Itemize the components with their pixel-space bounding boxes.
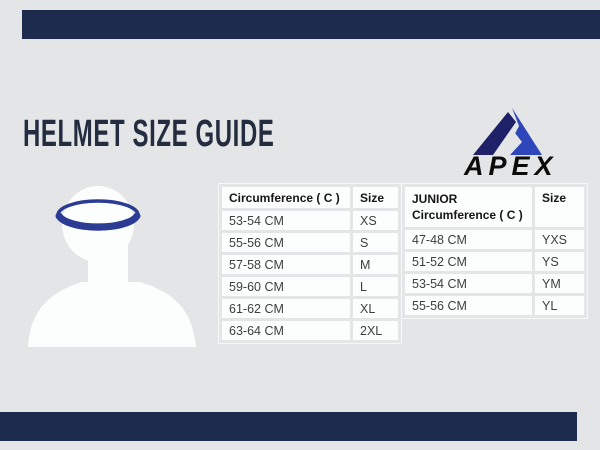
table-row: 51-52 CM YS [405, 252, 584, 271]
head-silhouette-illustration [28, 186, 196, 347]
adult-header-row: Circumference ( C ) Size [222, 187, 398, 208]
size-cell: YS [535, 252, 584, 271]
size-cell: YL [535, 296, 584, 315]
size-cell: YM [535, 274, 584, 293]
logo-arrow-notch [501, 133, 522, 155]
shoulders-shape [28, 282, 196, 347]
measuring-band-front [55, 212, 141, 231]
table-row: 57-58 CM M [222, 255, 398, 274]
junior-header-line1: JUNIOR [412, 192, 458, 206]
circumference-cell: 53-54 CM [222, 211, 350, 230]
size-cell: L [353, 277, 398, 296]
circumference-cell: 61-62 CM [222, 299, 350, 318]
table-row: 47-48 CM YXS [405, 230, 584, 249]
table-row: 59-60 CM L [222, 277, 398, 296]
page-title: HELMET SIZE GUIDE [23, 113, 275, 155]
size-cell: S [353, 233, 398, 252]
table-row: 61-62 CM XL [222, 299, 398, 318]
size-cell: 2XL [353, 321, 398, 340]
bottom-accent-bar [0, 412, 577, 441]
circumference-cell: 59-60 CM [222, 277, 350, 296]
table-row: 53-54 CM YM [405, 274, 584, 293]
adult-size-table: Circumference ( C ) Size 53-54 CM XS 55-56… [218, 183, 402, 344]
size-cell: M [353, 255, 398, 274]
circumference-cell: 63-64 CM [222, 321, 350, 340]
circumference-cell: 53-54 CM [405, 274, 532, 293]
circumference-cell: 47-48 CM [405, 230, 532, 249]
logo-wordmark: APEX [463, 151, 558, 180]
adult-circumference-header: Circumference ( C ) [222, 187, 350, 208]
circumference-cell: 55-56 CM [405, 296, 532, 315]
size-cell: YXS [535, 230, 584, 249]
junior-size-header: Size [535, 187, 584, 227]
size-cell: XS [353, 211, 398, 230]
top-accent-bar [22, 10, 600, 39]
junior-header-row: JUNIOR Circumference ( C ) Size [405, 187, 584, 227]
adult-size-header: Size [353, 187, 398, 208]
apex-logo: APEX [463, 108, 558, 180]
table-row: 53-54 CM XS [222, 211, 398, 230]
table-row: 63-64 CM 2XL [222, 321, 398, 340]
junior-size-table: JUNIOR Circumference ( C ) Size 47-48 CM… [401, 183, 588, 319]
junior-circumference-header: JUNIOR Circumference ( C ) [405, 187, 532, 227]
circumference-cell: 51-52 CM [405, 252, 532, 271]
table-row: 55-56 CM YL [405, 296, 584, 315]
table-row: 55-56 CM S [222, 233, 398, 252]
circumference-cell: 57-58 CM [222, 255, 350, 274]
size-cell: XL [353, 299, 398, 318]
logo-mountain-dark-facet [473, 112, 516, 155]
circumference-cell: 55-56 CM [222, 233, 350, 252]
junior-header-line2: Circumference ( C ) [412, 208, 523, 222]
